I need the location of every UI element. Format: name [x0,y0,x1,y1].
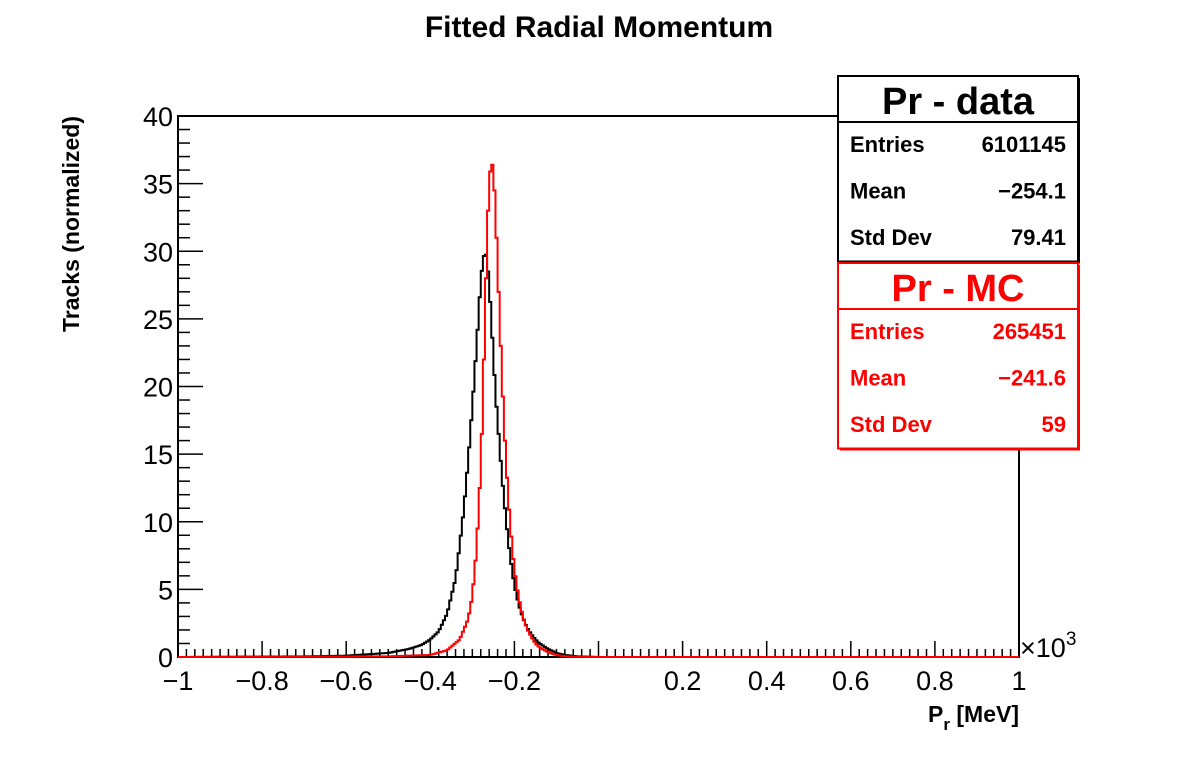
stats-row-label: Mean [850,179,906,204]
y-axis-label: Tracks (normalized) [58,116,84,332]
x-tick-label: −1 [163,666,194,696]
y-tick-label: 15 [143,440,173,470]
x-tick-label: −0.6 [320,666,373,696]
stats-row-label: Std Dev [850,412,933,437]
stats-row-value: 79.41 [1011,225,1066,250]
x-axis-tick-labels: −1 −0.8 −0.6 −0.4 −0.2 0.2 0.4 0.6 0.8 1 [163,666,1027,696]
stats-row-value: 59 [1042,412,1066,437]
x-axis-multiplier: ×103 [1020,629,1076,663]
stats-row-label: Std Dev [850,225,933,250]
stats-row-value: 265451 [993,319,1066,344]
stats-row-label: Entries [850,132,925,157]
x-tick-label: 0.6 [832,666,870,696]
histogram-series-mc [178,163,1019,658]
x-tick-label: 0.2 [664,666,702,696]
y-tick-label: 0 [158,643,173,673]
x-tick-label: 0.4 [748,666,786,696]
stats-row-label: Mean [850,366,906,391]
chart-title: Fitted Radial Momentum [425,11,773,44]
histogram-series [178,163,1019,658]
y-tick-label: 25 [143,305,173,335]
stats-row-value: −241.6 [998,366,1066,391]
stats-box-data: Pr - data Entries 6101145 Mean −254.1 Std Dev… [837,75,1080,264]
stats-boxes: Pr - data Entries 6101145 Mean −254.1 Std Dev… [837,75,1080,451]
stats-box-frame [837,262,1079,450]
y-tick-label: 35 [143,170,173,200]
x-tick-label: 1 [1011,666,1026,696]
x-tick-label: −0.8 [235,666,288,696]
y-tick-label: 30 [143,237,173,267]
x-tick-label: −0.2 [488,666,541,696]
stats-box-title: Pr - MC [892,268,1025,310]
x-tick-label: −0.4 [404,666,457,696]
x-tick-label: 0.8 [916,666,954,696]
y-tick-label: 40 [143,102,173,132]
stats-row-label: Entries [850,319,925,344]
stats-box-mc: Pr - MC Entries 265451 Mean −241.6 Std Dev 59 [837,262,1080,451]
y-tick-label: 5 [158,575,173,605]
stats-row-value: 6101145 [982,132,1066,157]
y-axis-tick-labels: 0 5 10 15 20 25 30 35 40 [143,102,173,673]
stats-box-title: Pr - data [882,81,1035,123]
stats-box-frame [837,75,1079,263]
x-axis-label: Pr [MeV] [928,701,1019,734]
y-tick-label: 10 [143,508,173,538]
y-tick-label: 20 [143,373,173,403]
stats-row-value: −254.1 [998,179,1066,204]
